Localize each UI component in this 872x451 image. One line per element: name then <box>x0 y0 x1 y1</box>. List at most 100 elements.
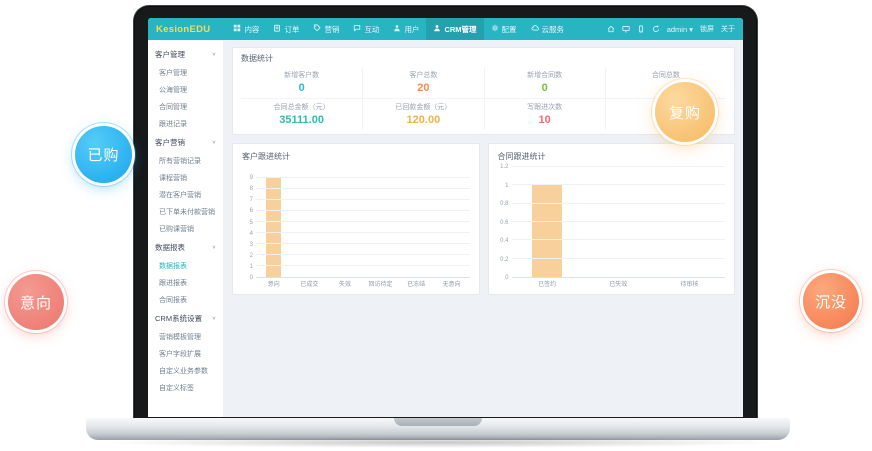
main-nav: 内容 订单 营销 互动 <box>226 18 571 40</box>
x-tick-label: 意向 <box>267 282 280 288</box>
nav-item-interaction[interactable]: 互动 <box>346 18 386 40</box>
user-crm-icon <box>433 24 441 34</box>
sidebar-item-contract-report[interactable]: 合同报表 <box>159 296 187 304</box>
gridline <box>511 202 725 204</box>
sidebar-item-customer-fields[interactable]: 客户字段扩展 <box>159 350 201 358</box>
gridline <box>511 239 725 241</box>
chevron-down-icon: ∨ <box>211 316 216 322</box>
nav-label: 营销 <box>324 24 340 34</box>
app-body: 客户管理 ∨ 客户管理 公海管理 合同管理 跟进记录 客户营销 ∨ 所有营销记录 课… <box>148 40 743 417</box>
badge-repurchase[interactable]: 复购 <box>655 82 715 142</box>
nav-label: 配置 <box>501 24 517 34</box>
nav-item-marketing[interactable]: 营销 <box>306 18 346 40</box>
cloud-icon <box>531 24 539 34</box>
sidebar-item-customer-mgmt[interactable]: 客户管理 <box>159 69 187 77</box>
bar-slot <box>512 167 583 277</box>
y-tick-label: 0 <box>505 275 509 281</box>
sidebar-item-potential-marketing[interactable]: 潜在客户营销 <box>159 191 201 199</box>
nav-label: 订单 <box>284 24 300 34</box>
x-tick-label: 失效 <box>338 282 351 288</box>
x-axis: 意向 已成交 失效 回访待定 已冻结 无意向 <box>256 278 470 289</box>
stat-new-contracts: 新增合同数 0 <box>483 67 605 98</box>
sidebar-group-customer-marketing[interactable]: 客户营销 ∨ <box>155 138 216 147</box>
laptop-notch <box>394 418 482 426</box>
bar-已签约[interactable] <box>532 185 563 277</box>
phone-icon[interactable] <box>637 25 645 33</box>
y-tick-label: 0.8 <box>500 201 509 208</box>
x-tick-label: 无意向 <box>442 282 461 288</box>
x-tick-label: 已签约 <box>538 282 557 288</box>
gear-icon <box>491 24 499 34</box>
sidebar-item-contract-mgmt[interactable]: 合同管理 <box>159 103 187 111</box>
nav-label: 互动 <box>364 24 380 34</box>
sidebar-item-public-pool[interactable]: 公海管理 <box>159 86 187 94</box>
x-tick-label: 已失效 <box>609 282 628 288</box>
sidebar-item-followup-report[interactable]: 跟进报表 <box>159 279 187 287</box>
laptop-shadow <box>96 437 780 448</box>
about-link[interactable]: 关于 <box>721 26 735 33</box>
nav-item-cloud[interactable]: 云服务 <box>524 18 572 40</box>
chevron-down-icon: ∨ <box>211 52 216 58</box>
nav-item-config[interactable]: 配置 <box>484 18 524 40</box>
gridline <box>256 188 470 189</box>
y-tick-label: 0.4 <box>500 238 509 245</box>
bars <box>256 167 470 277</box>
sidebar-group-customer-mgmt[interactable]: 客户管理 ∨ <box>155 50 216 59</box>
gridline <box>256 210 470 211</box>
username: admin <box>666 24 688 34</box>
plot-area <box>511 166 726 278</box>
y-tick-label: 1 <box>505 182 509 189</box>
chart-area: 0 0.2 0.4 0.6 0.8 1 1.2 已签约 已失效 待审核 <box>498 164 726 289</box>
nav-item-orders[interactable]: 订单 <box>266 18 306 40</box>
badge-sunk[interactable]: 沉没 <box>803 273 859 329</box>
sidebar-item-course-marketing[interactable]: 课程营销 <box>159 174 187 182</box>
refresh-icon[interactable] <box>652 25 660 33</box>
y-tick-label: 0.6 <box>500 219 509 226</box>
y-tick-label: 5 <box>249 219 253 226</box>
gridline <box>511 257 725 259</box>
nav-label: CRM管理 <box>444 24 477 34</box>
stats-card: 数据统计 新增客户数 0 客户总数 20 新增合同数 <box>232 47 735 135</box>
user-icon <box>393 24 401 34</box>
lock-screen-link[interactable]: 锁屏 <box>700 26 714 33</box>
stat-total-contracts: 合同总数 <box>604 67 726 98</box>
y-tick-label: 1.2 <box>500 164 509 170</box>
badge-sunk-label: 沉没 <box>814 293 847 311</box>
nav-item-users[interactable]: 用户 <box>386 18 426 40</box>
sidebar-item-custom-tags[interactable]: 自定义标签 <box>159 384 194 392</box>
sidebar-group-crm-settings[interactable]: CRM系统设置 ∨ <box>155 314 216 323</box>
bar-slot <box>434 167 470 277</box>
sidebar-item-unpaid-marketing[interactable]: 已下单未付款营销 <box>159 208 215 216</box>
sidebar-item-followup-records[interactable]: 跟进记录 <box>159 120 187 128</box>
sidebar-item-all-marketing-records[interactable]: 所有营销记录 <box>159 157 201 165</box>
sidebar-item-purchased-marketing[interactable]: 已购课营销 <box>159 225 194 233</box>
sidebar-group-data-reports[interactable]: 数据报表 ∨ <box>155 243 216 252</box>
badge-purchased[interactable]: 已购 <box>75 126 132 183</box>
bar-意向[interactable] <box>266 178 282 277</box>
laptop-screen: KesionEDU 内容 订单 营销 <box>148 18 743 417</box>
bar-slot <box>363 167 399 277</box>
sidebar-item-marketing-template[interactable]: 营销模板管理 <box>159 333 201 341</box>
bars <box>512 167 726 277</box>
y-tick-label: 2 <box>249 252 253 259</box>
badge-intent[interactable]: 意向 <box>8 274 64 330</box>
sidebar-item-data-report[interactable]: 数据报表 <box>159 262 187 270</box>
nav-item-crm[interactable]: CRM管理 <box>426 18 484 40</box>
app-logo: KesionEDU <box>156 23 211 35</box>
y-tick-label: 3 <box>249 241 253 248</box>
laptop-base <box>86 418 790 440</box>
plot-area <box>256 167 470 278</box>
y-tick-label: 0 <box>249 275 253 281</box>
badge-intent-label: 意向 <box>19 294 52 312</box>
y-axis: 0 1 2 3 4 5 6 7 8 9 <box>242 167 256 281</box>
monitor-icon[interactable] <box>622 25 630 33</box>
home-icon[interactable] <box>607 25 615 33</box>
gridline <box>511 184 725 186</box>
bar-slot <box>327 167 363 277</box>
user-menu[interactable]: admin ▾ <box>667 25 693 34</box>
top-navbar: KesionEDU 内容 订单 营销 <box>148 18 743 40</box>
gridline <box>256 177 470 178</box>
nav-item-content[interactable]: 内容 <box>226 18 266 40</box>
sidebar-item-custom-business-params[interactable]: 自定义业务参数 <box>159 367 208 375</box>
